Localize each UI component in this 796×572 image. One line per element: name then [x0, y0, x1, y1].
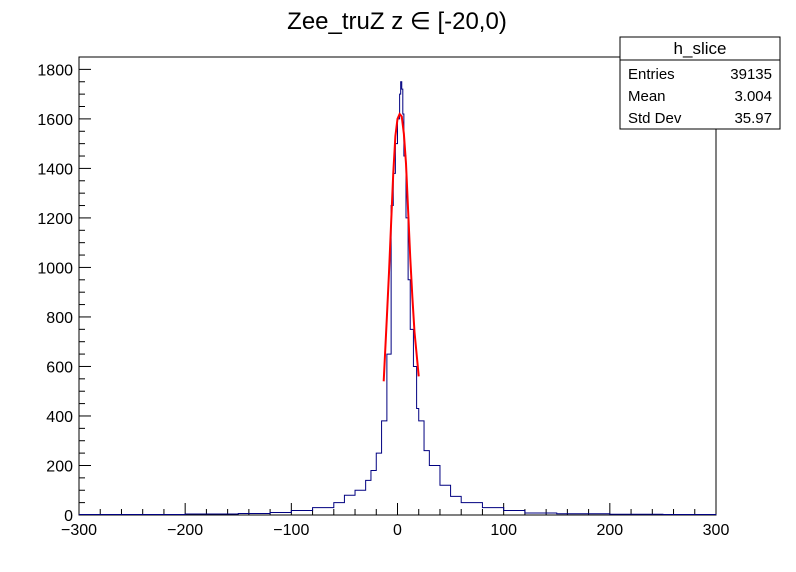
stats-box-border: [619, 36, 781, 130]
y-tick-label: 1200: [37, 211, 73, 228]
stats-mean-label: Mean: [628, 88, 666, 105]
x-tick-label: 0: [393, 522, 402, 539]
stats-stddev-label: Std Dev: [628, 110, 682, 127]
x-tick-label: −100: [273, 522, 309, 539]
y-tick-label: 1800: [37, 62, 73, 79]
y-tick-label: 200: [46, 458, 73, 475]
y-tick-label: 1600: [37, 112, 73, 129]
stats-entries-value: 39135: [730, 66, 772, 83]
plot-area: [79, 81, 717, 516]
y-tick-label: 1400: [37, 161, 73, 178]
y-tick-label: 600: [46, 359, 73, 376]
chart-title: Zee_truZ z ∈ [-20,0): [287, 8, 507, 35]
y-axis: 0 200 400 600 800 1000 1200 1400 1600 1800: [37, 56, 91, 525]
x-tick-label: −200: [167, 522, 203, 539]
y-tick-label: 1000: [37, 260, 73, 277]
stats-mean-value: 3.004: [734, 88, 772, 105]
x-tick-label: 300: [703, 522, 730, 539]
fit-curve: [382, 112, 420, 382]
y-tick-label: 400: [46, 409, 73, 426]
stats-stddev-value: 35.97: [734, 110, 772, 127]
y-tick-label: 800: [46, 310, 73, 327]
y-tick-label: 0: [64, 508, 73, 525]
x-axis: −300 −200 −100 0 100 200 300: [61, 503, 729, 539]
stats-box-title: h_slice: [674, 39, 727, 58]
histogram-series: [79, 81, 717, 516]
x-tick-label: 200: [596, 522, 623, 539]
stats-box: h_slice Entries 39135 Mean 3.004 Std Dev…: [619, 36, 781, 130]
stats-entries-label: Entries: [628, 66, 675, 83]
x-tick-label: 100: [490, 522, 517, 539]
x-tick-label: −300: [61, 522, 97, 539]
